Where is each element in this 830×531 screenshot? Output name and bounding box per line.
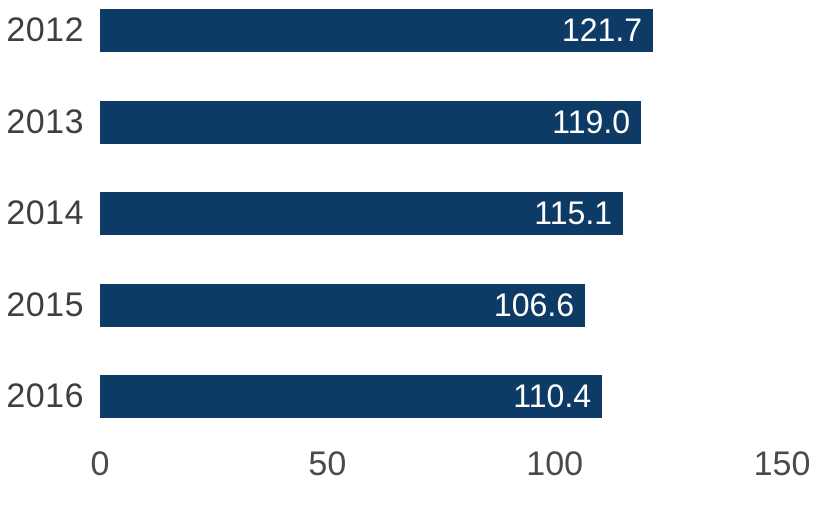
bar: 121.7 <box>100 9 653 52</box>
value-label: 106.6 <box>493 286 574 323</box>
x-tick-label: 50 <box>308 445 347 483</box>
value-label: 119.0 <box>552 103 630 140</box>
bar: 106.6 <box>100 283 585 327</box>
x-tick-label: 0 <box>90 445 110 483</box>
bar-row: 2016 110.4 <box>0 375 830 419</box>
category-label: 2013 <box>6 102 84 141</box>
category-label: 2012 <box>6 11 84 49</box>
bar: 119.0 <box>100 100 641 144</box>
bar: 110.4 <box>100 375 602 419</box>
category-label: 2016 <box>6 377 84 416</box>
bar-row: 2015 106.6 <box>0 283 830 327</box>
bar-row: 2013 119.0 <box>0 100 830 144</box>
value-label: 121.7 <box>561 12 642 48</box>
value-label: 115.1 <box>534 195 612 232</box>
bar-row: 2012 121.7 <box>0 9 830 52</box>
x-axis: 0 50 100 150 <box>0 444 830 484</box>
x-tick-label: 100 <box>526 445 584 483</box>
bar: 115.1 <box>100 192 623 236</box>
x-tick-label: 150 <box>753 445 811 483</box>
bar-row: 2014 115.1 <box>0 192 830 236</box>
value-label: 110.4 <box>513 378 591 415</box>
category-label: 2015 <box>6 285 84 324</box>
category-label: 2014 <box>6 194 84 233</box>
